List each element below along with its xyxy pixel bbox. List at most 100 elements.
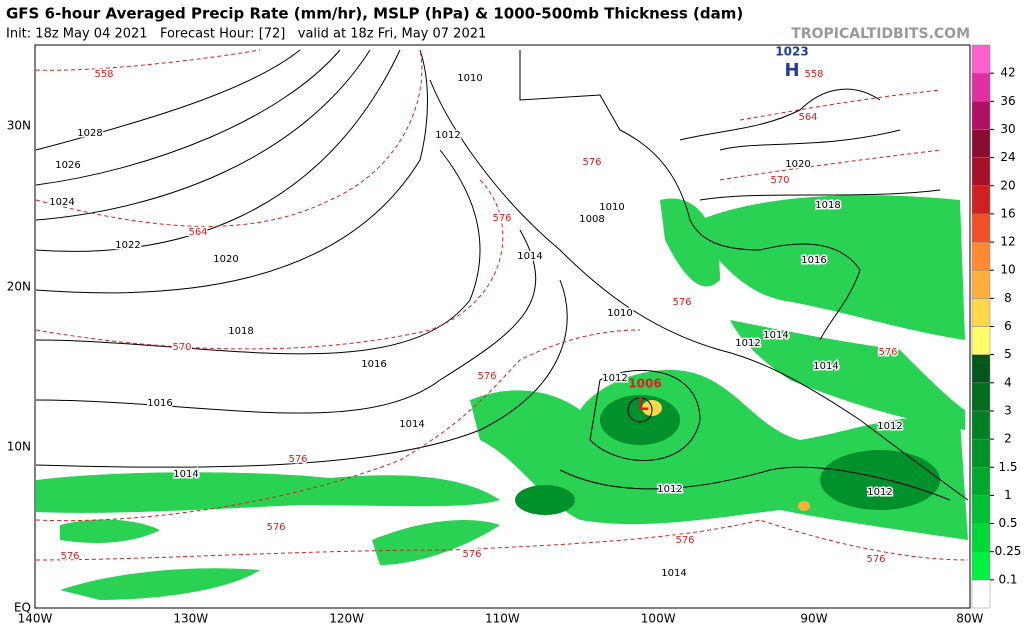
mslp-label: 1014	[517, 251, 542, 262]
high-symbol: H	[784, 60, 799, 81]
mslp-label: 1024	[49, 197, 74, 208]
thickness-label: 558	[804, 69, 823, 80]
colorbar-label: 0.1	[998, 572, 1017, 586]
low-symbol: L	[637, 394, 648, 415]
lon-label: 110W	[485, 612, 520, 626]
colorbar-box	[971, 129, 991, 158]
high-pressure: 1023	[775, 45, 808, 59]
colorbar-label: 1	[1004, 488, 1012, 502]
thickness-label: 576	[462, 549, 481, 560]
colorbar-label: 0.25	[995, 544, 1022, 558]
lat-label: 10N	[7, 440, 31, 454]
lon-label: 100W	[641, 612, 676, 626]
mslp-label: 1014	[763, 330, 788, 341]
mslp-label: 1014	[813, 361, 838, 372]
thickness-label: 576	[266, 522, 285, 533]
lon-label: 130W	[173, 612, 208, 626]
thickness-label: 570	[770, 175, 789, 186]
colorbar-box	[971, 551, 991, 581]
mslp-label: 1010	[457, 73, 482, 84]
mslp-label: 1018	[228, 326, 253, 337]
thickness-label: 576	[878, 347, 897, 358]
colorbar-label: 24	[1000, 150, 1015, 164]
coastlines	[429, 50, 969, 501]
colorbar-label: 2	[1004, 432, 1012, 446]
mslp-label: 1018	[815, 200, 840, 211]
colorbar-label: 1.5	[998, 460, 1017, 474]
mslp-label: 1020	[213, 254, 238, 265]
subtitle: Init: 18z May 04 2021 Forecast Hour: [72…	[6, 27, 486, 42]
colorbar-box	[971, 326, 991, 355]
colorbar-box	[971, 495, 991, 524]
mslp-label: 1012	[877, 421, 902, 432]
mslp-label: 1012	[602, 373, 627, 384]
mslp-contours	[35, 49, 951, 501]
colorbar-label: 36	[1000, 94, 1015, 108]
map-area	[35, 49, 969, 600]
mslp-label: 1022	[115, 240, 140, 251]
precip-heavy	[515, 395, 940, 515]
mslp-label: 1014	[399, 419, 424, 430]
colorbar-label: 0.5	[998, 516, 1017, 530]
colorbar-label: 8	[1004, 291, 1012, 305]
colorbar-box	[971, 579, 991, 609]
mslp-label: 1016	[801, 255, 826, 266]
colorbar-box	[971, 354, 991, 384]
mslp-label: 1014	[173, 469, 198, 480]
thickness-label: 576	[288, 454, 307, 465]
mslp-label: 1012	[657, 484, 682, 495]
lon-label: 120W	[329, 612, 364, 626]
watermark: TROPICALTIDBITS.COM	[791, 26, 970, 42]
colorbar-box	[971, 213, 991, 243]
mslp-label: 1016	[147, 398, 172, 409]
mslp-label: 1012	[435, 130, 460, 141]
colorbar-label: 16	[1000, 206, 1015, 220]
colorbar-box	[971, 101, 991, 130]
thickness-label: 576	[672, 297, 691, 308]
thickness-label: 558	[94, 69, 113, 80]
mslp-label: 1012	[735, 338, 760, 349]
colorbar-box	[971, 185, 991, 215]
thickness-label: 570	[172, 342, 191, 353]
thickness-label: 576	[60, 551, 79, 562]
colorbar-label: 6	[1004, 319, 1012, 333]
lon-label: 90W	[800, 612, 827, 626]
colorbar-box	[971, 382, 991, 412]
thickness-label: 576	[582, 157, 601, 168]
mslp-label: 1012	[867, 487, 892, 498]
lat-label: 30N	[7, 119, 31, 133]
colorbar-label: 5	[1004, 347, 1012, 361]
map-frame	[34, 44, 971, 609]
thickness-label: 564	[798, 112, 817, 123]
colorbar-label: 30	[1000, 122, 1015, 136]
colorbar-box	[971, 298, 991, 327]
colorbar-box	[971, 44, 991, 74]
mslp-label: 1016	[361, 359, 386, 370]
colorbar-label: 20	[1000, 178, 1015, 192]
colorbar-label: 4	[1004, 375, 1012, 389]
colorbar-label: 3	[1004, 403, 1012, 417]
colorbar-box	[971, 438, 991, 468]
mslp-label: 1010	[599, 202, 624, 213]
title: GFS 6-hour Averaged Precip Rate (mm/hr),…	[6, 5, 743, 23]
colorbar-label: 42	[1000, 66, 1015, 80]
thickness-label: 576	[866, 554, 885, 565]
colorbar-label: 12	[1000, 235, 1015, 249]
lat-label: EQ	[14, 601, 31, 615]
colorbar-box	[971, 410, 991, 440]
colorbar-box	[971, 241, 991, 271]
low-pressure: 1006	[628, 377, 661, 391]
mslp-label: 1026	[55, 160, 80, 171]
thickness-contours	[35, 49, 969, 561]
colorbar-label: 10	[1000, 263, 1015, 277]
thickness-label: 576	[477, 371, 496, 382]
colorbar-box	[971, 269, 991, 299]
colorbar-box	[971, 523, 991, 552]
lon-label: 80W	[956, 612, 983, 626]
thickness-label: 564	[188, 227, 207, 238]
colorbar-box	[971, 157, 991, 187]
lon-label: 140W	[18, 612, 53, 626]
lat-label: 20N	[7, 280, 31, 294]
mslp-label: 1028	[77, 128, 102, 139]
